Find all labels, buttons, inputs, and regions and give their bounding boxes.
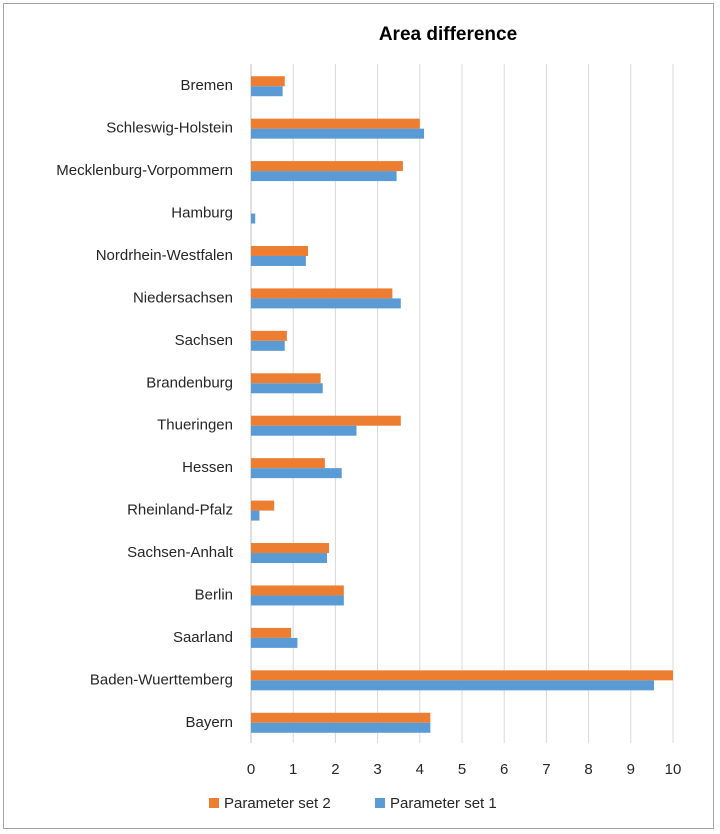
bar-parameter-set-2-bayern[interactable] <box>251 712 431 723</box>
x-tick-label: 10 <box>665 761 682 778</box>
bar-parameter-set-1-niedersachsen[interactable] <box>251 298 401 309</box>
category-label-hessen: Hessen <box>182 459 233 476</box>
bar-parameter-set-2-bremen[interactable] <box>251 76 285 87</box>
x-tick-label: 7 <box>542 761 550 778</box>
bar-parameter-set-2-nordrhein-westfalen[interactable] <box>251 245 308 256</box>
bar-parameter-set-1-saarland[interactable] <box>251 637 298 648</box>
x-tick-label: 6 <box>500 761 508 778</box>
x-tick-label: 0 <box>247 761 255 778</box>
legend-swatch-parameter-set-2 <box>209 798 219 808</box>
bar-parameter-set-2-thueringen[interactable] <box>251 415 401 426</box>
bar-parameter-set-1-berlin[interactable] <box>251 595 344 606</box>
bar-parameter-set-1-hamburg[interactable] <box>251 213 256 224</box>
category-label-schleswig-holstein: Schleswig-Holstein <box>106 120 233 137</box>
category-label-brandenburg: Brandenburg <box>146 374 233 391</box>
bar-parameter-set-2-schleswig-holstein[interactable] <box>251 118 420 129</box>
bar-parameter-set-1-mecklenburg-vorpommern[interactable] <box>251 171 397 182</box>
legend-label-parameter-set-1: Parameter set 1 <box>390 795 497 812</box>
category-labels: Bremen Schleswig-Holstein Mecklenburg-Vorp… <box>56 77 234 731</box>
bar-parameter-set-1-bayern[interactable] <box>251 722 431 733</box>
bar-parameter-set-2-sachsen-anhalt[interactable] <box>251 543 330 554</box>
category-label-hamburg: Hamburg <box>171 205 233 222</box>
bar-parameter-set-2-brandenburg[interactable] <box>251 373 321 384</box>
x-tick-label: 8 <box>584 761 592 778</box>
category-label-saarland: Saarland <box>173 629 233 646</box>
bar-parameter-set-2-sachsen[interactable] <box>251 330 287 341</box>
category-label-thueringen: Thueringen <box>157 417 233 434</box>
bar-parameter-set-1-hessen[interactable] <box>251 468 342 479</box>
bar-parameter-set-1-rheinland-pfalz[interactable] <box>251 510 260 521</box>
x-tick-label: 5 <box>458 761 466 778</box>
chart-title: Area difference <box>379 24 517 45</box>
category-label-sachsen-anhalt: Sachsen-Anhalt <box>127 544 234 561</box>
category-label-rheinland-pfalz: Rheinland-Pfalz <box>127 502 233 519</box>
bar-parameter-set-1-sachsen-anhalt[interactable] <box>251 553 327 564</box>
bar-parameter-set-2-mecklenburg-vorpommern[interactable] <box>251 161 403 172</box>
bar-parameter-set-1-sachsen[interactable] <box>251 340 285 351</box>
bar-parameter-set-2-rheinland-pfalz[interactable] <box>251 500 275 511</box>
x-tick-label: 4 <box>416 761 424 778</box>
bar-parameter-set-1-schleswig-holstein[interactable] <box>251 128 425 139</box>
bar-parameter-set-2-saarland[interactable] <box>251 627 292 638</box>
bar-parameter-set-2-hessen[interactable] <box>251 458 325 469</box>
bar-parameter-set-2-baden-wuerttemberg[interactable] <box>251 670 673 681</box>
category-label-nordrhein-westfalen: Nordrhein-Westfalen <box>96 247 233 264</box>
category-label-bayern: Bayern <box>185 714 233 731</box>
bar-parameter-set-1-bremen[interactable] <box>251 86 283 97</box>
category-label-mecklenburg-vorpommern: Mecklenburg-Vorpommern <box>56 162 233 179</box>
bar-parameter-set-1-brandenburg[interactable] <box>251 383 323 394</box>
x-tick-label: 9 <box>627 761 635 778</box>
legend-label-parameter-set-2: Parameter set 2 <box>224 795 331 812</box>
x-tick-labels: 0 1 2 3 4 5 6 7 8 9 10 <box>247 761 682 778</box>
category-label-baden-wuerttemberg: Baden-Wuerttemberg <box>90 671 233 688</box>
bar-parameter-set-2-berlin[interactable] <box>251 585 344 596</box>
category-label-niedersachsen: Niedersachsen <box>133 289 233 306</box>
legend-swatch-parameter-set-1 <box>375 798 385 808</box>
category-label-bremen: Bremen <box>180 77 233 94</box>
x-tick-label: 2 <box>331 761 339 778</box>
bar-parameter-set-1-baden-wuerttemberg[interactable] <box>251 680 655 691</box>
category-label-berlin: Berlin <box>195 586 233 603</box>
bar-parameter-set-2-niedersachsen[interactable] <box>251 288 393 299</box>
bar-parameter-set-1-nordrhein-westfalen[interactable] <box>251 255 306 266</box>
bar-parameter-set-1-thueringen[interactable] <box>251 425 357 436</box>
x-tick-label: 3 <box>373 761 381 778</box>
legend: Parameter set 2 Parameter set 1 <box>209 795 497 812</box>
category-label-sachsen: Sachsen <box>175 332 233 349</box>
x-tick-label: 1 <box>289 761 297 778</box>
bars <box>251 76 673 733</box>
